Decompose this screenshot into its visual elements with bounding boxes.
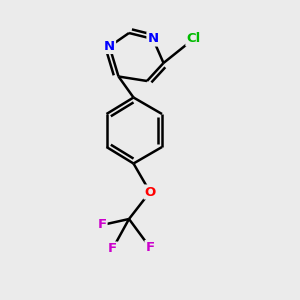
- Text: O: O: [144, 185, 156, 199]
- Text: F: F: [146, 241, 154, 254]
- Text: N: N: [147, 32, 159, 46]
- Text: Cl: Cl: [186, 32, 201, 46]
- Text: N: N: [104, 40, 115, 53]
- Text: F: F: [108, 242, 117, 256]
- Text: F: F: [98, 218, 106, 232]
